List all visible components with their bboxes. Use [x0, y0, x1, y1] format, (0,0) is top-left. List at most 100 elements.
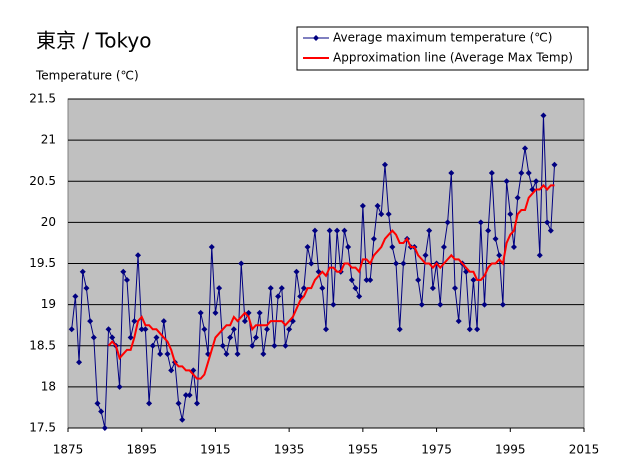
marker [341, 227, 348, 234]
x-tick-label: 1915 [200, 443, 231, 457]
marker [393, 260, 400, 267]
marker [518, 170, 525, 177]
marker [448, 170, 455, 177]
marker [101, 425, 108, 431]
series-line [71, 115, 556, 429]
marker [485, 227, 492, 234]
marker [426, 227, 433, 234]
marker [72, 293, 79, 300]
marker [452, 285, 458, 292]
marker [79, 268, 86, 275]
marker [308, 260, 315, 267]
marker [157, 350, 164, 357]
y-tick-label: 20.5 [29, 174, 56, 188]
marker [90, 334, 97, 341]
legend-label: Average maximum temperature (℃) [333, 31, 552, 45]
marker [415, 276, 422, 283]
marker [264, 326, 271, 333]
marker [116, 383, 123, 390]
y-tick-label: 19.5 [29, 256, 56, 270]
chart-title: 東京 / Tokyo [36, 29, 151, 53]
marker [499, 301, 506, 308]
marker [334, 227, 341, 234]
marker [444, 219, 451, 226]
marker [330, 301, 337, 308]
marker [194, 400, 200, 407]
marker [540, 112, 547, 119]
marker [238, 260, 245, 267]
marker [260, 350, 267, 357]
marker [356, 293, 363, 300]
marker [319, 285, 326, 292]
marker [311, 227, 318, 234]
marker [510, 244, 517, 251]
marker [522, 145, 529, 152]
marker [271, 342, 278, 349]
marker [109, 334, 116, 341]
marker [76, 359, 83, 366]
x-tick-label: 1895 [126, 443, 157, 457]
marker [149, 342, 156, 349]
marker [474, 326, 481, 333]
marker [164, 350, 171, 357]
series-line [107, 183, 555, 380]
marker [470, 276, 477, 283]
marker [83, 285, 90, 292]
marker [323, 326, 329, 333]
marker [160, 318, 167, 325]
marker [275, 293, 282, 300]
marker [507, 211, 514, 218]
marker [481, 301, 488, 308]
marker [252, 334, 259, 341]
marker [381, 161, 388, 168]
marker [514, 194, 521, 201]
marker [304, 244, 311, 251]
marker [256, 309, 263, 316]
marker [293, 268, 300, 275]
marker [389, 244, 396, 251]
marker [492, 235, 499, 242]
marker [234, 350, 241, 357]
marker [378, 211, 385, 218]
marker [503, 178, 510, 185]
x-tick-label: 1935 [274, 443, 305, 457]
marker [182, 392, 189, 399]
marker [212, 309, 219, 316]
marker [385, 211, 392, 218]
marker [477, 219, 484, 226]
marker [153, 334, 160, 341]
legend-label: Approximation line (Average Max Temp) [333, 51, 573, 65]
x-tick-label: 1975 [421, 443, 452, 457]
marker [186, 392, 193, 399]
y-axis-label: Temperature (℃) [35, 69, 139, 83]
marker [300, 285, 307, 292]
marker [87, 318, 94, 325]
y-tick-label: 19 [41, 297, 56, 311]
marker [282, 342, 289, 349]
marker [359, 202, 366, 209]
marker [230, 326, 237, 333]
marker [525, 170, 532, 177]
y-tick-label: 17.5 [29, 421, 56, 435]
marker [249, 342, 256, 349]
marker [127, 334, 134, 341]
marker [135, 252, 142, 259]
x-tick-label: 1875 [53, 443, 84, 457]
marker [68, 326, 75, 333]
marker [146, 400, 153, 407]
marker [227, 334, 234, 341]
marker [241, 318, 248, 325]
marker [208, 244, 215, 251]
marker [466, 326, 473, 333]
y-tick-label: 18 [41, 379, 56, 393]
marker [418, 301, 425, 308]
marker [197, 309, 204, 316]
marker [440, 244, 447, 251]
y-tick-label: 21 [41, 133, 56, 147]
y-tick-label: 21.5 [29, 92, 56, 106]
marker [219, 342, 226, 349]
marker [352, 285, 359, 292]
marker [348, 276, 355, 283]
marker [547, 227, 554, 234]
